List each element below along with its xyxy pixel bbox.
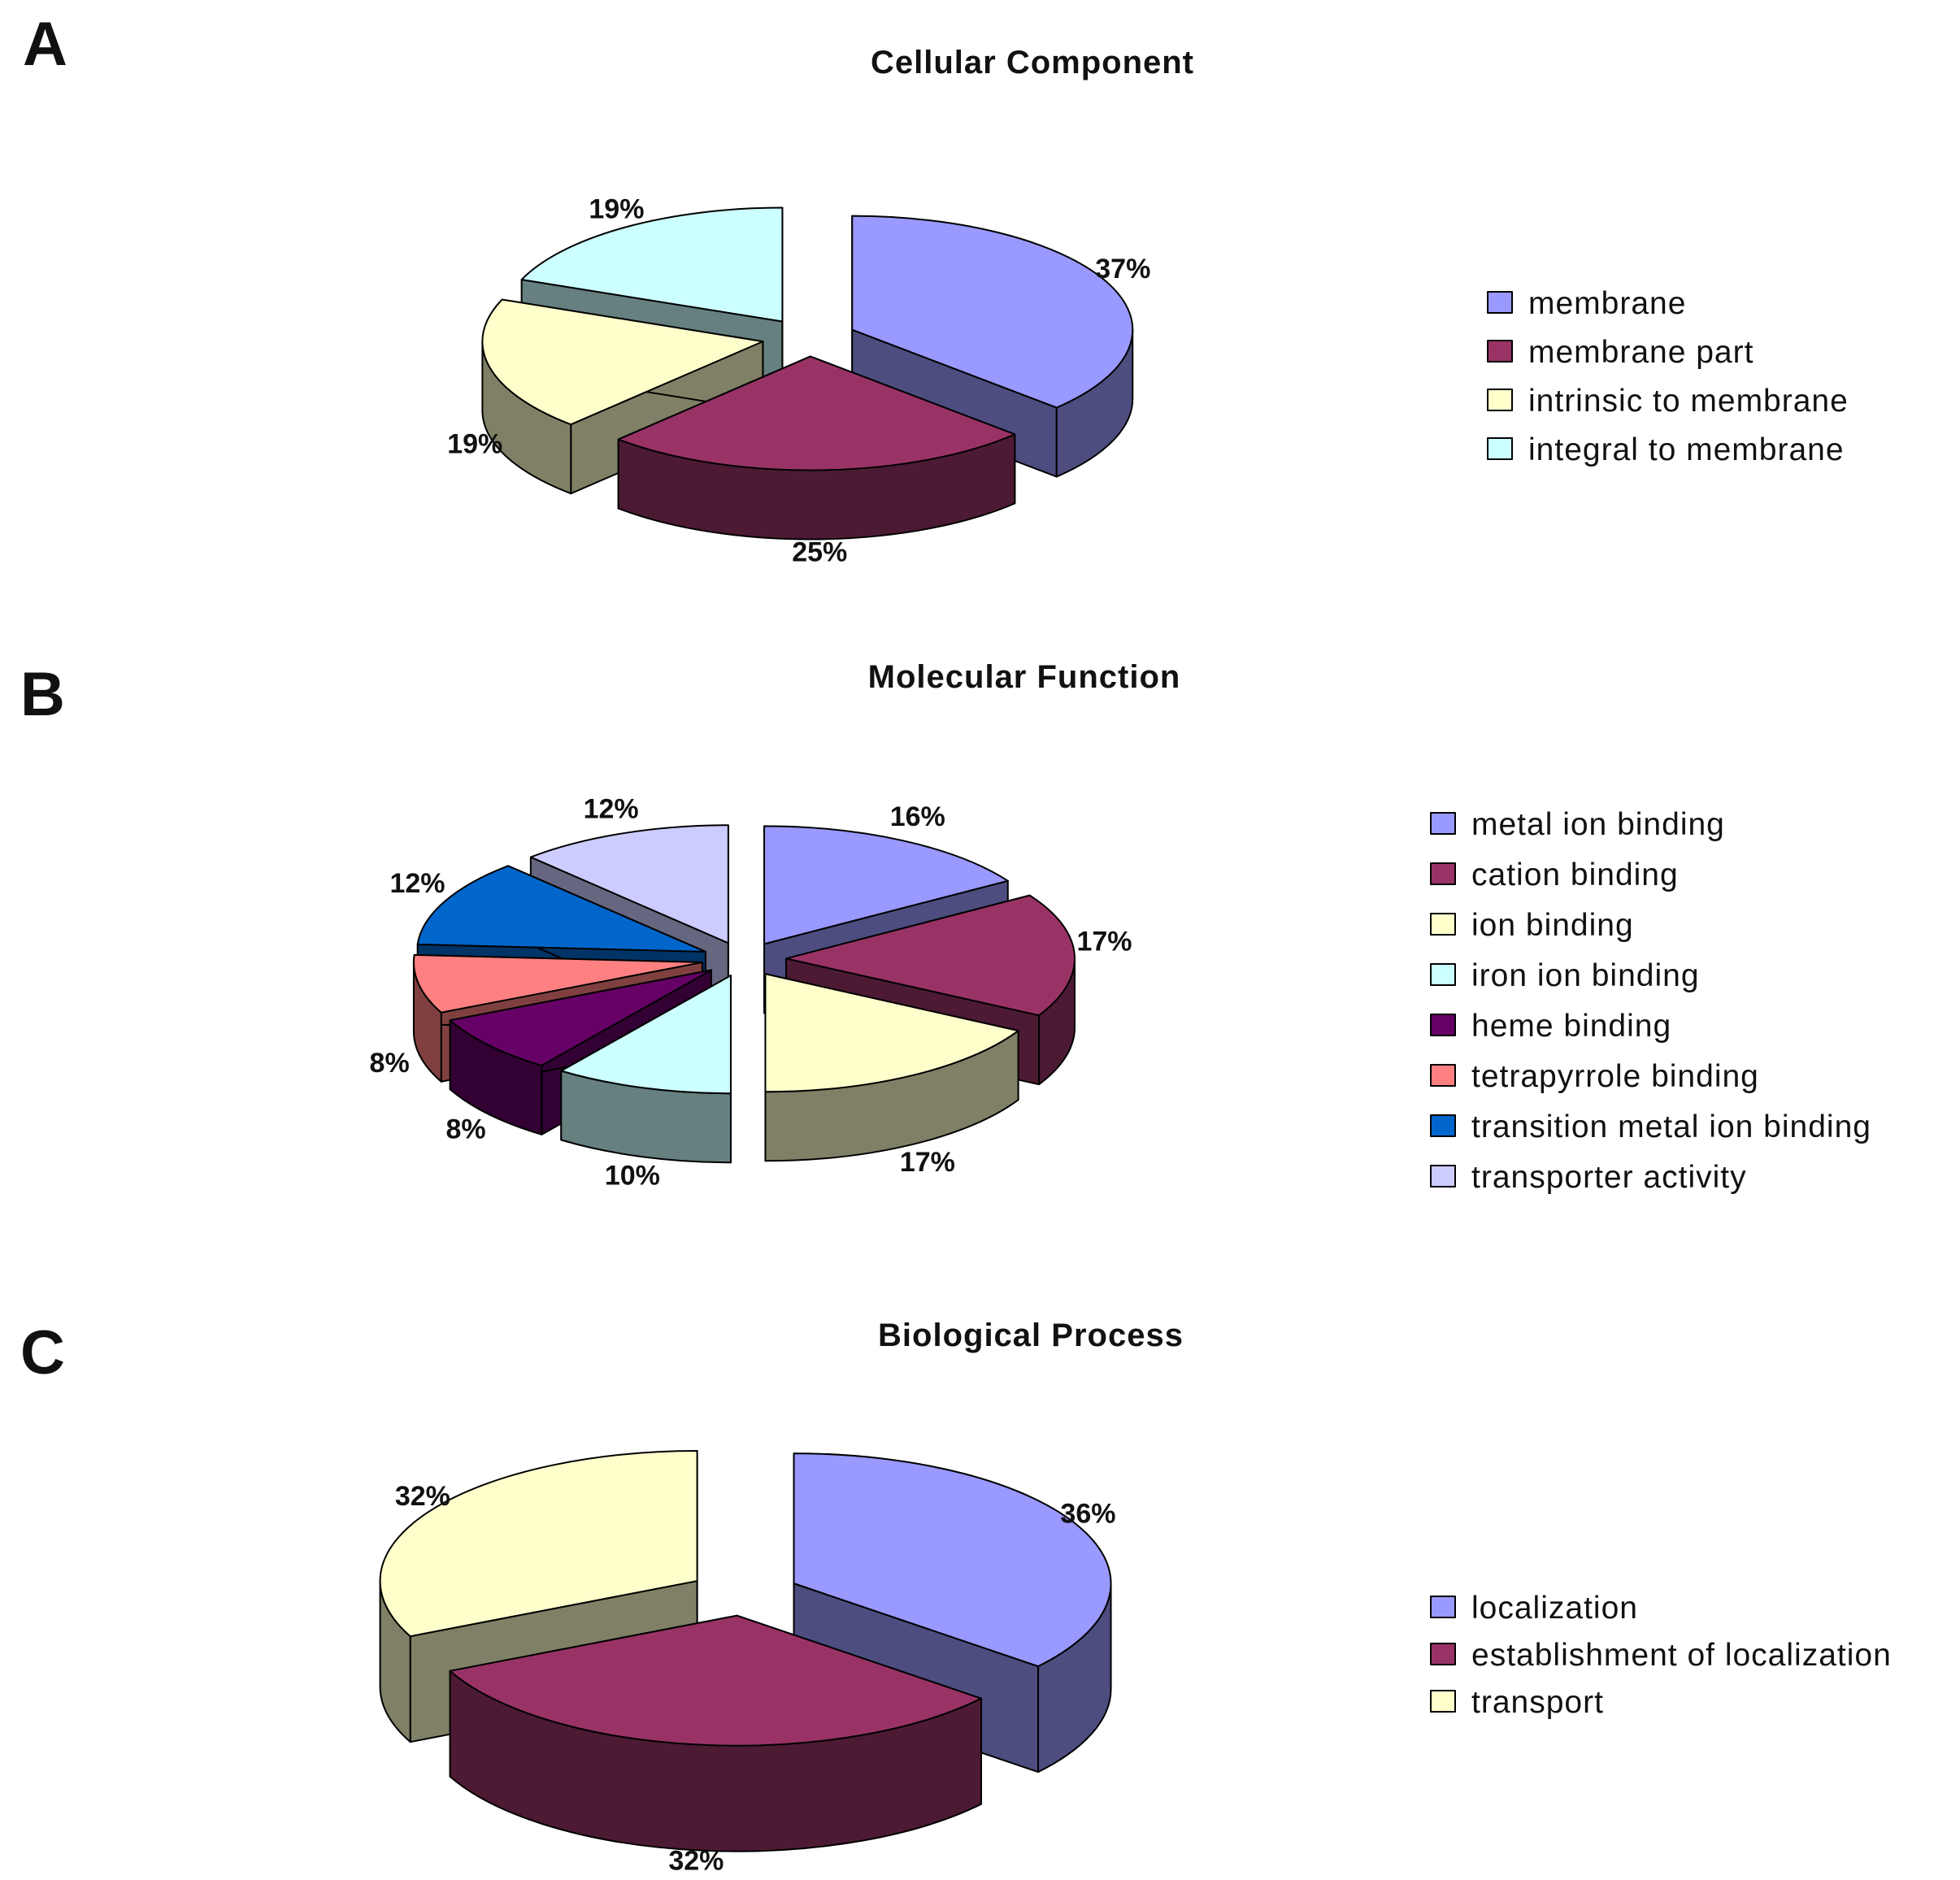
chart-title-c: Biological Process <box>878 1318 1184 1353</box>
legend-item-a-intrinsic-to-membrane: intrinsic to membrane <box>1487 384 1849 419</box>
data-label-c-transport: 32% <box>395 1481 450 1512</box>
slice-b-iron-ion-binding <box>560 975 732 1164</box>
panel-letter-b: B <box>20 660 65 729</box>
legend-swatch <box>1430 862 1456 885</box>
legend-label: iron ion binding <box>1471 958 1700 993</box>
legend-swatch <box>1430 1690 1456 1713</box>
slice-top <box>560 975 732 1095</box>
slice-c-establishment-of-localization <box>449 1614 982 1852</box>
data-label-c-localization: 36% <box>1060 1498 1115 1529</box>
data-label-b-cation-binding: 17% <box>1076 926 1132 957</box>
slice-top <box>617 355 1016 471</box>
slice-b-ion-binding <box>764 973 1019 1162</box>
data-label-b-metal-ion-binding: 16% <box>890 801 945 832</box>
panel-a: A Cellular Component 37% 25% 19% 19% membra… <box>23 10 1849 568</box>
legend-label: transporter activity <box>1471 1160 1747 1195</box>
legend-swatch <box>1430 812 1456 835</box>
slice-top <box>520 206 784 323</box>
legend-a: membrane membrane part intrinsic to membra… <box>1487 286 1849 467</box>
legend-label: membrane part <box>1528 335 1754 370</box>
data-label-b-iron-ion-binding: 10% <box>605 1160 660 1191</box>
legend-item-b-metal-ion-binding: metal ion binding <box>1430 807 1725 842</box>
legend-item-b-iron-ion-binding: iron ion binding <box>1430 958 1700 993</box>
slice-top <box>784 894 1076 1017</box>
legend-label: intrinsic to membrane <box>1528 384 1849 419</box>
chart-title-b: Molecular Function <box>868 659 1181 695</box>
legend-label: transport <box>1471 1685 1604 1720</box>
legend-item-b-heme-binding: heme binding <box>1430 1009 1671 1044</box>
slice-top <box>379 1450 698 1638</box>
slice-a-membrane-part <box>617 355 1016 541</box>
data-label-c-establishment-of-localization: 32% <box>668 1845 724 1876</box>
data-label-b-transition-metal-ion-binding: 12% <box>389 868 445 899</box>
pie-a: 37% 25% 19% 19% <box>447 194 1150 568</box>
slice-top <box>449 969 712 1066</box>
legend-label: heme binding <box>1471 1009 1671 1044</box>
legend-label: ion binding <box>1471 908 1634 943</box>
pie-c: 36% 32% 32% <box>379 1450 1115 1876</box>
data-label-b-heme-binding: 8% <box>446 1114 486 1145</box>
slice-top <box>851 215 1134 409</box>
legend-item-a-membrane-part: membrane part <box>1487 335 1754 370</box>
chart-title-a: Cellular Component <box>871 45 1194 80</box>
legend-item-b-transporter-activity: transporter activity <box>1430 1160 1747 1195</box>
data-label-b-ion-binding: 17% <box>900 1147 955 1178</box>
slice-top <box>793 1452 1112 1668</box>
legend-item-a-integral-to-membrane: integral to membrane <box>1487 432 1845 467</box>
data-label-a-membrane: 37% <box>1095 254 1150 284</box>
legend-swatch <box>1430 913 1456 936</box>
legend-item-b-cation-binding: cation binding <box>1430 858 1679 892</box>
legend-label: metal ion binding <box>1471 807 1725 842</box>
legend-item-c-transport: transport <box>1430 1685 1604 1720</box>
legend-c: localization establishment of localizatio… <box>1430 1591 1892 1720</box>
slice-top <box>529 824 729 944</box>
panel-letter-c: C <box>20 1318 65 1387</box>
legend-swatch <box>1430 1064 1456 1087</box>
legend-label: establishment of localization <box>1471 1638 1892 1673</box>
legend-swatch <box>1430 1643 1456 1665</box>
legend-label: integral to membrane <box>1528 432 1845 467</box>
data-label-a-membrane-part: 25% <box>792 537 847 568</box>
legend-item-a-membrane: membrane <box>1487 286 1686 321</box>
legend-swatch <box>1487 340 1513 363</box>
data-label-a-intrinsic-to-membrane: 19% <box>447 428 502 459</box>
legend-b: metal ion binding cation binding ion bindi… <box>1430 807 1871 1195</box>
legend-item-b-ion-binding: ion binding <box>1430 908 1634 943</box>
panel-letter-a: A <box>23 10 67 79</box>
legend-label: tetrapyrrole binding <box>1471 1059 1759 1094</box>
slice-top <box>412 953 703 1014</box>
legend-swatch <box>1430 1114 1456 1137</box>
data-label-b-transporter-activity: 12% <box>584 793 639 824</box>
legend-swatch <box>1487 437 1513 460</box>
panel-b: B Molecular Function 16% 17% 17% 10% 8% 8% 12%… <box>20 659 1871 1195</box>
legend-label: membrane <box>1528 286 1686 321</box>
pie-b: 16% 17% 17% 10% 8% 8% 12% 12% <box>370 793 1132 1191</box>
legend-item-c-establishment-of-localization: establishment of localization <box>1430 1638 1892 1673</box>
data-label-b-tetrapyrrole-binding: 8% <box>370 1048 410 1079</box>
legend-item-b-transition-metal-ion-binding: transition metal ion binding <box>1430 1109 1871 1144</box>
slice-top <box>481 298 764 426</box>
legend-item-b-tetrapyrrole-binding: tetrapyrrole binding <box>1430 1059 1759 1094</box>
legend-label: transition metal ion binding <box>1471 1109 1871 1144</box>
legend-swatch <box>1430 1596 1456 1618</box>
slice-top <box>449 1614 982 1747</box>
legend-swatch <box>1487 291 1513 314</box>
legend-item-c-localization: localization <box>1430 1591 1638 1626</box>
data-label-a-integral-to-membrane: 19% <box>589 194 644 225</box>
slice-top <box>416 865 706 953</box>
slice-top <box>764 973 1019 1093</box>
legend-label: cation binding <box>1471 858 1679 892</box>
legend-swatch <box>1430 1165 1456 1187</box>
panel-c: C Biological Process 36% 32% 32% localizat… <box>20 1318 1892 1876</box>
slice-a-intrinsic-to-membrane <box>481 298 764 495</box>
legend-swatch <box>1430 963 1456 986</box>
legend-swatch <box>1487 389 1513 411</box>
legend-swatch <box>1430 1014 1456 1036</box>
slice-top <box>763 825 1009 945</box>
legend-label: localization <box>1471 1591 1638 1626</box>
